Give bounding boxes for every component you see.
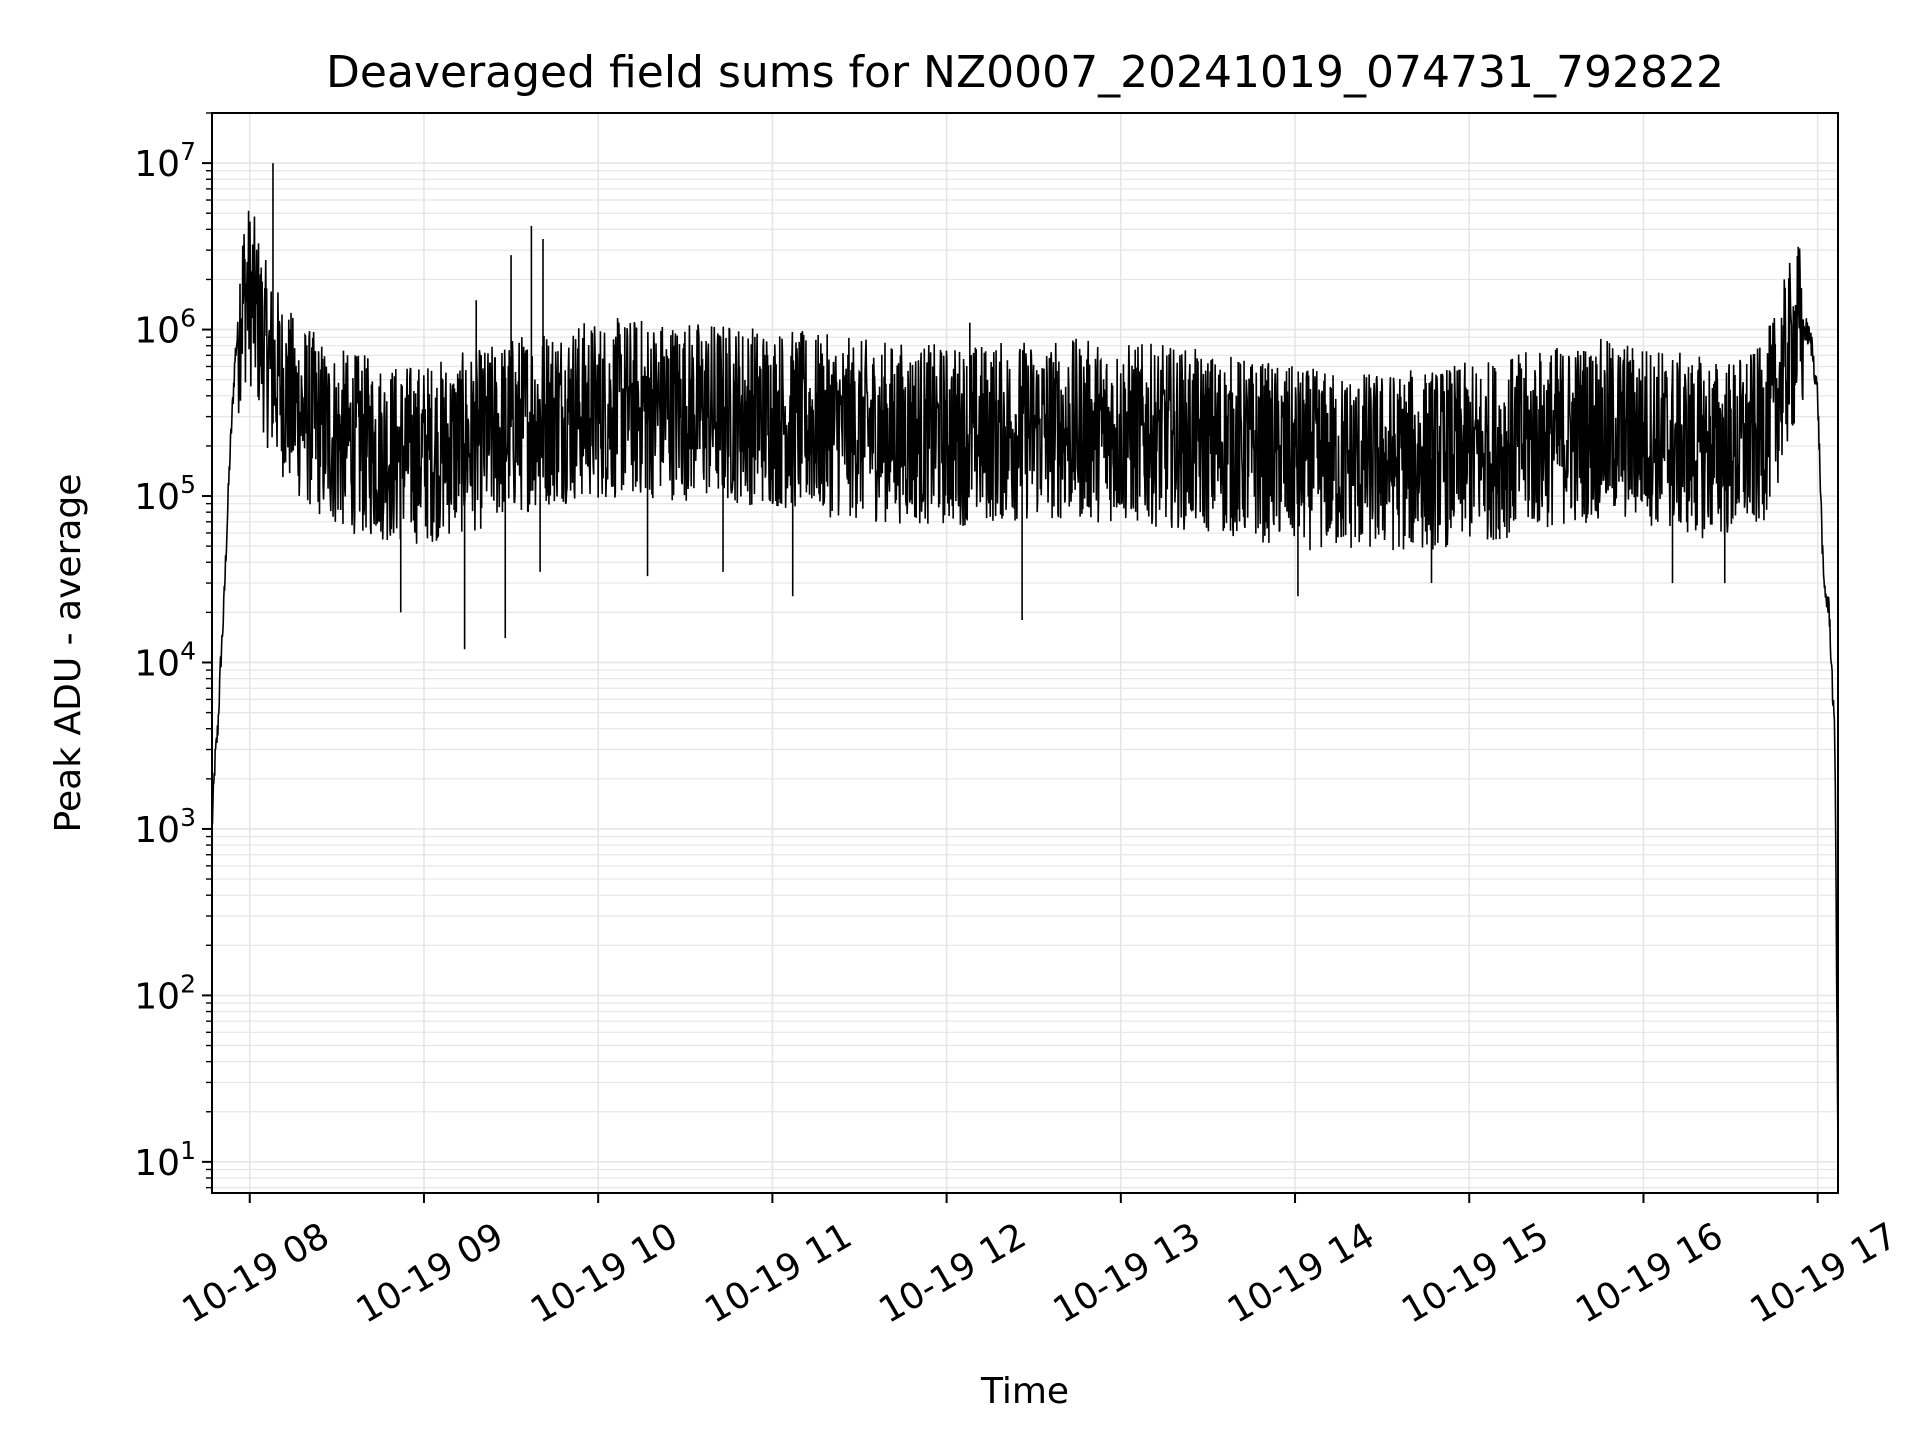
y-tick-base: 10: [134, 1143, 180, 1184]
y-tick-exponent: 2: [180, 969, 196, 998]
y-tick-exponent: 6: [180, 304, 196, 333]
x-axis-label: Time: [980, 1371, 1069, 1412]
y-tick-base: 10: [134, 810, 180, 851]
y-tick-base: 10: [134, 144, 180, 185]
y-tick-label: 103: [134, 803, 196, 851]
series-line: [211, 210, 1839, 1150]
plot-area: [211, 163, 1839, 1150]
y-tick-label: 102: [134, 969, 196, 1017]
y-tick-label: 107: [134, 137, 196, 185]
y-tick-label: 105: [134, 470, 196, 518]
y-tick-label: 101: [134, 1136, 196, 1184]
y-tick-base: 10: [134, 477, 180, 518]
y-tick-label: 106: [134, 304, 196, 352]
axes-frame: [211, 112, 1839, 1194]
y-tick-base: 10: [134, 643, 180, 684]
y-axis-label: Peak ADU - average: [48, 474, 89, 833]
y-tick-exponent: 5: [180, 470, 196, 499]
y-tick-exponent: 4: [180, 636, 196, 665]
grid: [212, 112, 1838, 1193]
y-tick-label: 104: [134, 636, 196, 684]
y-tick-exponent: 1: [180, 1136, 196, 1165]
spikes: [272, 163, 1802, 650]
y-tick-base: 10: [134, 311, 180, 352]
chart-title: Deaveraged field sums for NZ0007_2024101…: [326, 47, 1724, 98]
y-tick-exponent: 3: [180, 803, 196, 832]
y-tick-exponent: 7: [180, 137, 196, 166]
y-tick-base: 10: [134, 976, 180, 1017]
